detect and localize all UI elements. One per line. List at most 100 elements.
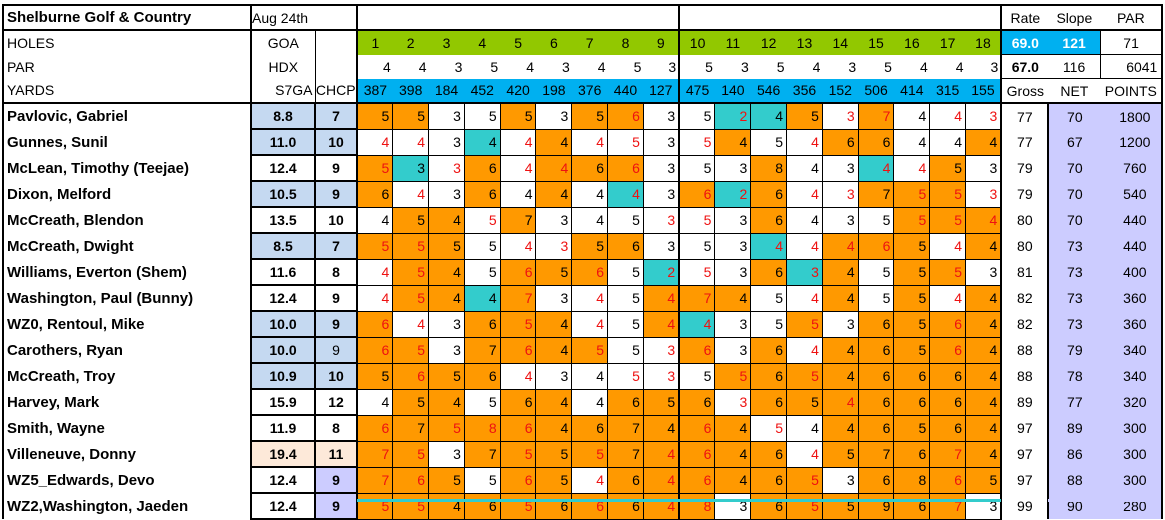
score-cell[interactable]: 4 bbox=[499, 154, 537, 182]
score-cell[interactable]: 3 bbox=[428, 440, 465, 468]
score-cell[interactable]: 4 bbox=[642, 310, 681, 338]
score-cell[interactable]: 5 bbox=[356, 362, 394, 390]
score-cell[interactable]: 3 bbox=[642, 128, 681, 156]
score-cell[interactable]: 3 bbox=[714, 336, 752, 364]
score-cell[interactable]: 4 bbox=[428, 258, 465, 286]
score-cell[interactable]: 5 bbox=[428, 414, 465, 442]
score-cell[interactable]: 3 bbox=[428, 154, 465, 182]
score-cell[interactable]: 6 bbox=[607, 232, 644, 260]
score-cell[interactable]: 7 bbox=[607, 414, 644, 442]
score-cell[interactable]: 6 bbox=[821, 128, 859, 156]
score-cell[interactable]: 4 bbox=[893, 102, 931, 130]
score-cell[interactable]: 5 bbox=[463, 466, 501, 494]
score-cell[interactable]: 5 bbox=[929, 258, 967, 286]
score-cell[interactable]: 5 bbox=[678, 362, 716, 390]
score-cell[interactable]: 5 bbox=[535, 466, 573, 494]
score-cell[interactable]: 4 bbox=[499, 128, 537, 156]
score-cell[interactable]: 5 bbox=[750, 284, 788, 312]
score-cell[interactable]: 5 bbox=[678, 206, 716, 234]
score-cell[interactable]: 7 bbox=[857, 180, 895, 208]
score-cell[interactable]: 6 bbox=[499, 414, 537, 442]
score-cell[interactable]: 4 bbox=[965, 362, 1002, 390]
score-cell[interactable]: 5 bbox=[499, 102, 537, 130]
score-cell[interactable]: 7 bbox=[929, 440, 967, 468]
score-cell[interactable]: 3 bbox=[714, 310, 752, 338]
score-cell[interactable]: 6 bbox=[857, 336, 895, 364]
score-cell[interactable]: 6 bbox=[499, 388, 537, 416]
score-cell[interactable]: 3 bbox=[642, 232, 681, 260]
score-cell[interactable]: 7 bbox=[463, 336, 501, 364]
score-cell[interactable]: 4 bbox=[428, 284, 465, 312]
score-cell[interactable]: 6 bbox=[392, 466, 430, 494]
score-cell[interactable]: 4 bbox=[821, 284, 859, 312]
score-cell[interactable]: 5 bbox=[786, 466, 823, 494]
score-cell[interactable]: 3 bbox=[392, 154, 430, 182]
score-cell[interactable]: 5 bbox=[607, 206, 644, 234]
score-cell[interactable]: 8 bbox=[750, 154, 788, 182]
score-cell[interactable]: 4 bbox=[714, 440, 752, 468]
score-cell[interactable]: 3 bbox=[821, 154, 859, 182]
score-cell[interactable]: 6 bbox=[857, 466, 895, 494]
score-cell[interactable]: 3 bbox=[428, 102, 465, 130]
score-cell[interactable]: 5 bbox=[607, 310, 644, 338]
score-cell[interactable]: 5 bbox=[499, 310, 537, 338]
score-cell[interactable]: 4 bbox=[821, 414, 859, 442]
score-cell[interactable]: 6 bbox=[857, 414, 895, 442]
score-cell[interactable]: 4 bbox=[821, 336, 859, 364]
score-cell[interactable]: 7 bbox=[356, 466, 394, 494]
score-cell[interactable]: 5 bbox=[929, 180, 967, 208]
score-cell[interactable]: 4 bbox=[786, 180, 823, 208]
score-cell[interactable]: 4 bbox=[571, 388, 609, 416]
score-cell[interactable]: 4 bbox=[821, 232, 859, 260]
score-cell[interactable]: 4 bbox=[821, 362, 859, 390]
score-cell[interactable]: 4 bbox=[499, 232, 537, 260]
score-cell[interactable]: 6 bbox=[929, 336, 967, 364]
score-cell[interactable]: 5 bbox=[463, 258, 501, 286]
score-cell[interactable]: 4 bbox=[714, 414, 752, 442]
score-cell[interactable]: 4 bbox=[893, 128, 931, 156]
score-cell[interactable]: 5 bbox=[392, 232, 430, 260]
score-cell[interactable]: 3 bbox=[965, 258, 1002, 286]
score-cell[interactable]: 6 bbox=[750, 388, 788, 416]
score-cell[interactable]: 4 bbox=[965, 414, 1002, 442]
score-cell[interactable]: 3 bbox=[428, 128, 465, 156]
score-cell[interactable]: 6 bbox=[750, 466, 788, 494]
score-cell[interactable]: 3 bbox=[642, 206, 681, 234]
score-cell[interactable]: 6 bbox=[571, 258, 609, 286]
score-cell[interactable]: 3 bbox=[428, 180, 465, 208]
score-cell[interactable]: 4 bbox=[714, 128, 752, 156]
score-cell[interactable]: 3 bbox=[714, 154, 752, 182]
score-cell[interactable]: 4 bbox=[392, 180, 430, 208]
score-cell[interactable]: 5 bbox=[678, 128, 716, 156]
score-cell[interactable]: 3 bbox=[965, 180, 1002, 208]
score-cell[interactable]: 6 bbox=[750, 206, 788, 234]
score-cell[interactable]: 5 bbox=[392, 206, 430, 234]
score-cell[interactable]: 5 bbox=[392, 492, 430, 520]
score-cell[interactable]: 5 bbox=[786, 310, 823, 338]
score-cell[interactable]: 3 bbox=[714, 258, 752, 286]
score-cell[interactable]: 4 bbox=[786, 284, 823, 312]
score-cell[interactable]: 3 bbox=[714, 232, 752, 260]
score-cell[interactable]: 5 bbox=[786, 102, 823, 130]
score-cell[interactable]: 3 bbox=[642, 102, 681, 130]
score-cell[interactable]: 4 bbox=[714, 284, 752, 312]
score-cell[interactable]: 5 bbox=[678, 154, 716, 182]
score-cell[interactable]: 4 bbox=[463, 284, 501, 312]
score-cell[interactable]: 6 bbox=[857, 128, 895, 156]
score-cell[interactable]: 5 bbox=[392, 336, 430, 364]
score-cell[interactable]: 4 bbox=[392, 310, 430, 338]
score-cell[interactable]: 4 bbox=[929, 232, 967, 260]
score-cell[interactable]: 6 bbox=[893, 440, 931, 468]
score-cell[interactable]: 3 bbox=[821, 206, 859, 234]
score-cell[interactable]: 5 bbox=[821, 492, 859, 520]
score-cell[interactable]: 5 bbox=[893, 284, 931, 312]
score-cell[interactable]: 4 bbox=[642, 414, 681, 442]
score-cell[interactable]: 5 bbox=[678, 232, 716, 260]
score-cell[interactable]: 6 bbox=[893, 492, 931, 520]
score-cell[interactable]: 4 bbox=[356, 206, 394, 234]
score-cell[interactable]: 5 bbox=[463, 388, 501, 416]
score-cell[interactable]: 2 bbox=[642, 258, 681, 286]
score-cell[interactable]: 5 bbox=[428, 466, 465, 494]
score-cell[interactable]: 6 bbox=[750, 180, 788, 208]
score-cell[interactable]: 4 bbox=[392, 128, 430, 156]
